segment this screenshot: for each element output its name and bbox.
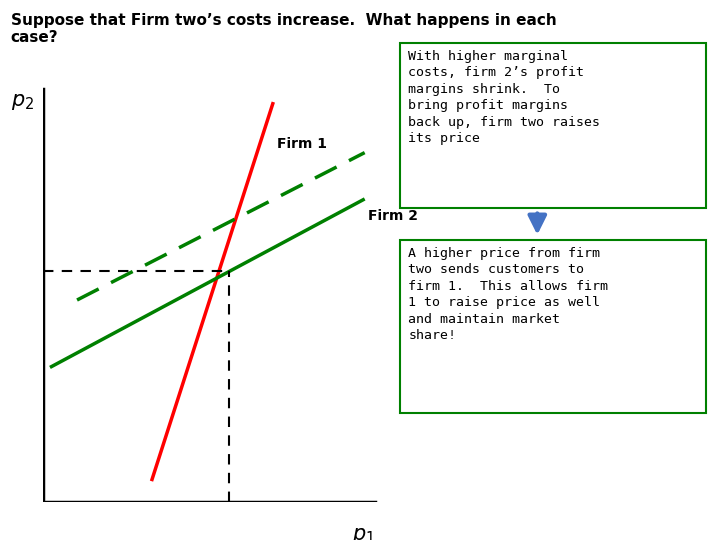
Text: $p_1$: $p_1$ (351, 526, 375, 540)
Text: Firm 1: Firm 1 (276, 137, 327, 151)
Text: With higher marginal
costs, firm 2’s profit
margins shrink.  To
bring profit mar: With higher marginal costs, firm 2’s pro… (408, 50, 600, 145)
Text: Firm 2: Firm 2 (368, 209, 418, 223)
Text: $p_2$: $p_2$ (12, 92, 35, 112)
Text: case?: case? (11, 30, 58, 45)
Text: A higher price from firm
two sends customers to
firm 1.  This allows firm
1 to r: A higher price from firm two sends custo… (408, 247, 608, 342)
Text: Suppose that Firm two’s costs increase.  What happens in each: Suppose that Firm two’s costs increase. … (11, 14, 557, 29)
